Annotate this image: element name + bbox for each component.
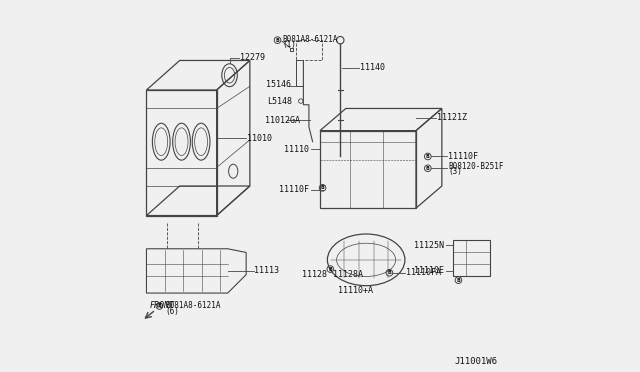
Text: B: B (276, 38, 280, 43)
Text: 11012GA: 11012GA (266, 116, 300, 125)
Text: 11140: 11140 (360, 63, 385, 72)
Text: 11121Z: 11121Z (437, 113, 467, 122)
Text: 11110F: 11110F (449, 152, 479, 161)
Text: 11110: 11110 (284, 145, 309, 154)
Text: (3): (3) (449, 167, 462, 176)
Text: FRONT: FRONT (149, 301, 175, 311)
Text: 11110FA: 11110FA (406, 268, 441, 277)
Text: L5148: L5148 (268, 97, 292, 106)
Text: 12279: 12279 (239, 53, 264, 62)
Text: 11128: 11128 (302, 270, 328, 279)
Text: J11001W6: J11001W6 (454, 357, 497, 366)
Text: B: B (328, 267, 332, 272)
Text: 11113: 11113 (254, 266, 279, 275)
Text: B: B (426, 166, 429, 171)
Text: 11125N: 11125N (413, 241, 444, 250)
Text: B: B (456, 278, 460, 283)
Text: 11110F: 11110F (279, 185, 309, 194)
Text: B: B (157, 304, 161, 308)
Text: (1): (1) (282, 41, 296, 49)
Text: (6): (6) (165, 307, 179, 316)
Text: B: B (321, 185, 324, 190)
Text: 11110E: 11110E (413, 266, 444, 275)
Text: B081A8-6121A: B081A8-6121A (165, 301, 220, 311)
Text: 15146: 15146 (266, 80, 291, 89)
Text: 11010: 11010 (247, 134, 272, 142)
Text: B08120-B251F: B08120-B251F (449, 162, 504, 171)
Text: B081A8-6121A: B081A8-6121A (282, 35, 338, 44)
Text: 11110+A: 11110+A (337, 286, 372, 295)
Text: B: B (426, 154, 429, 159)
Text: 11128A: 11128A (333, 270, 363, 279)
Text: B: B (388, 270, 391, 275)
